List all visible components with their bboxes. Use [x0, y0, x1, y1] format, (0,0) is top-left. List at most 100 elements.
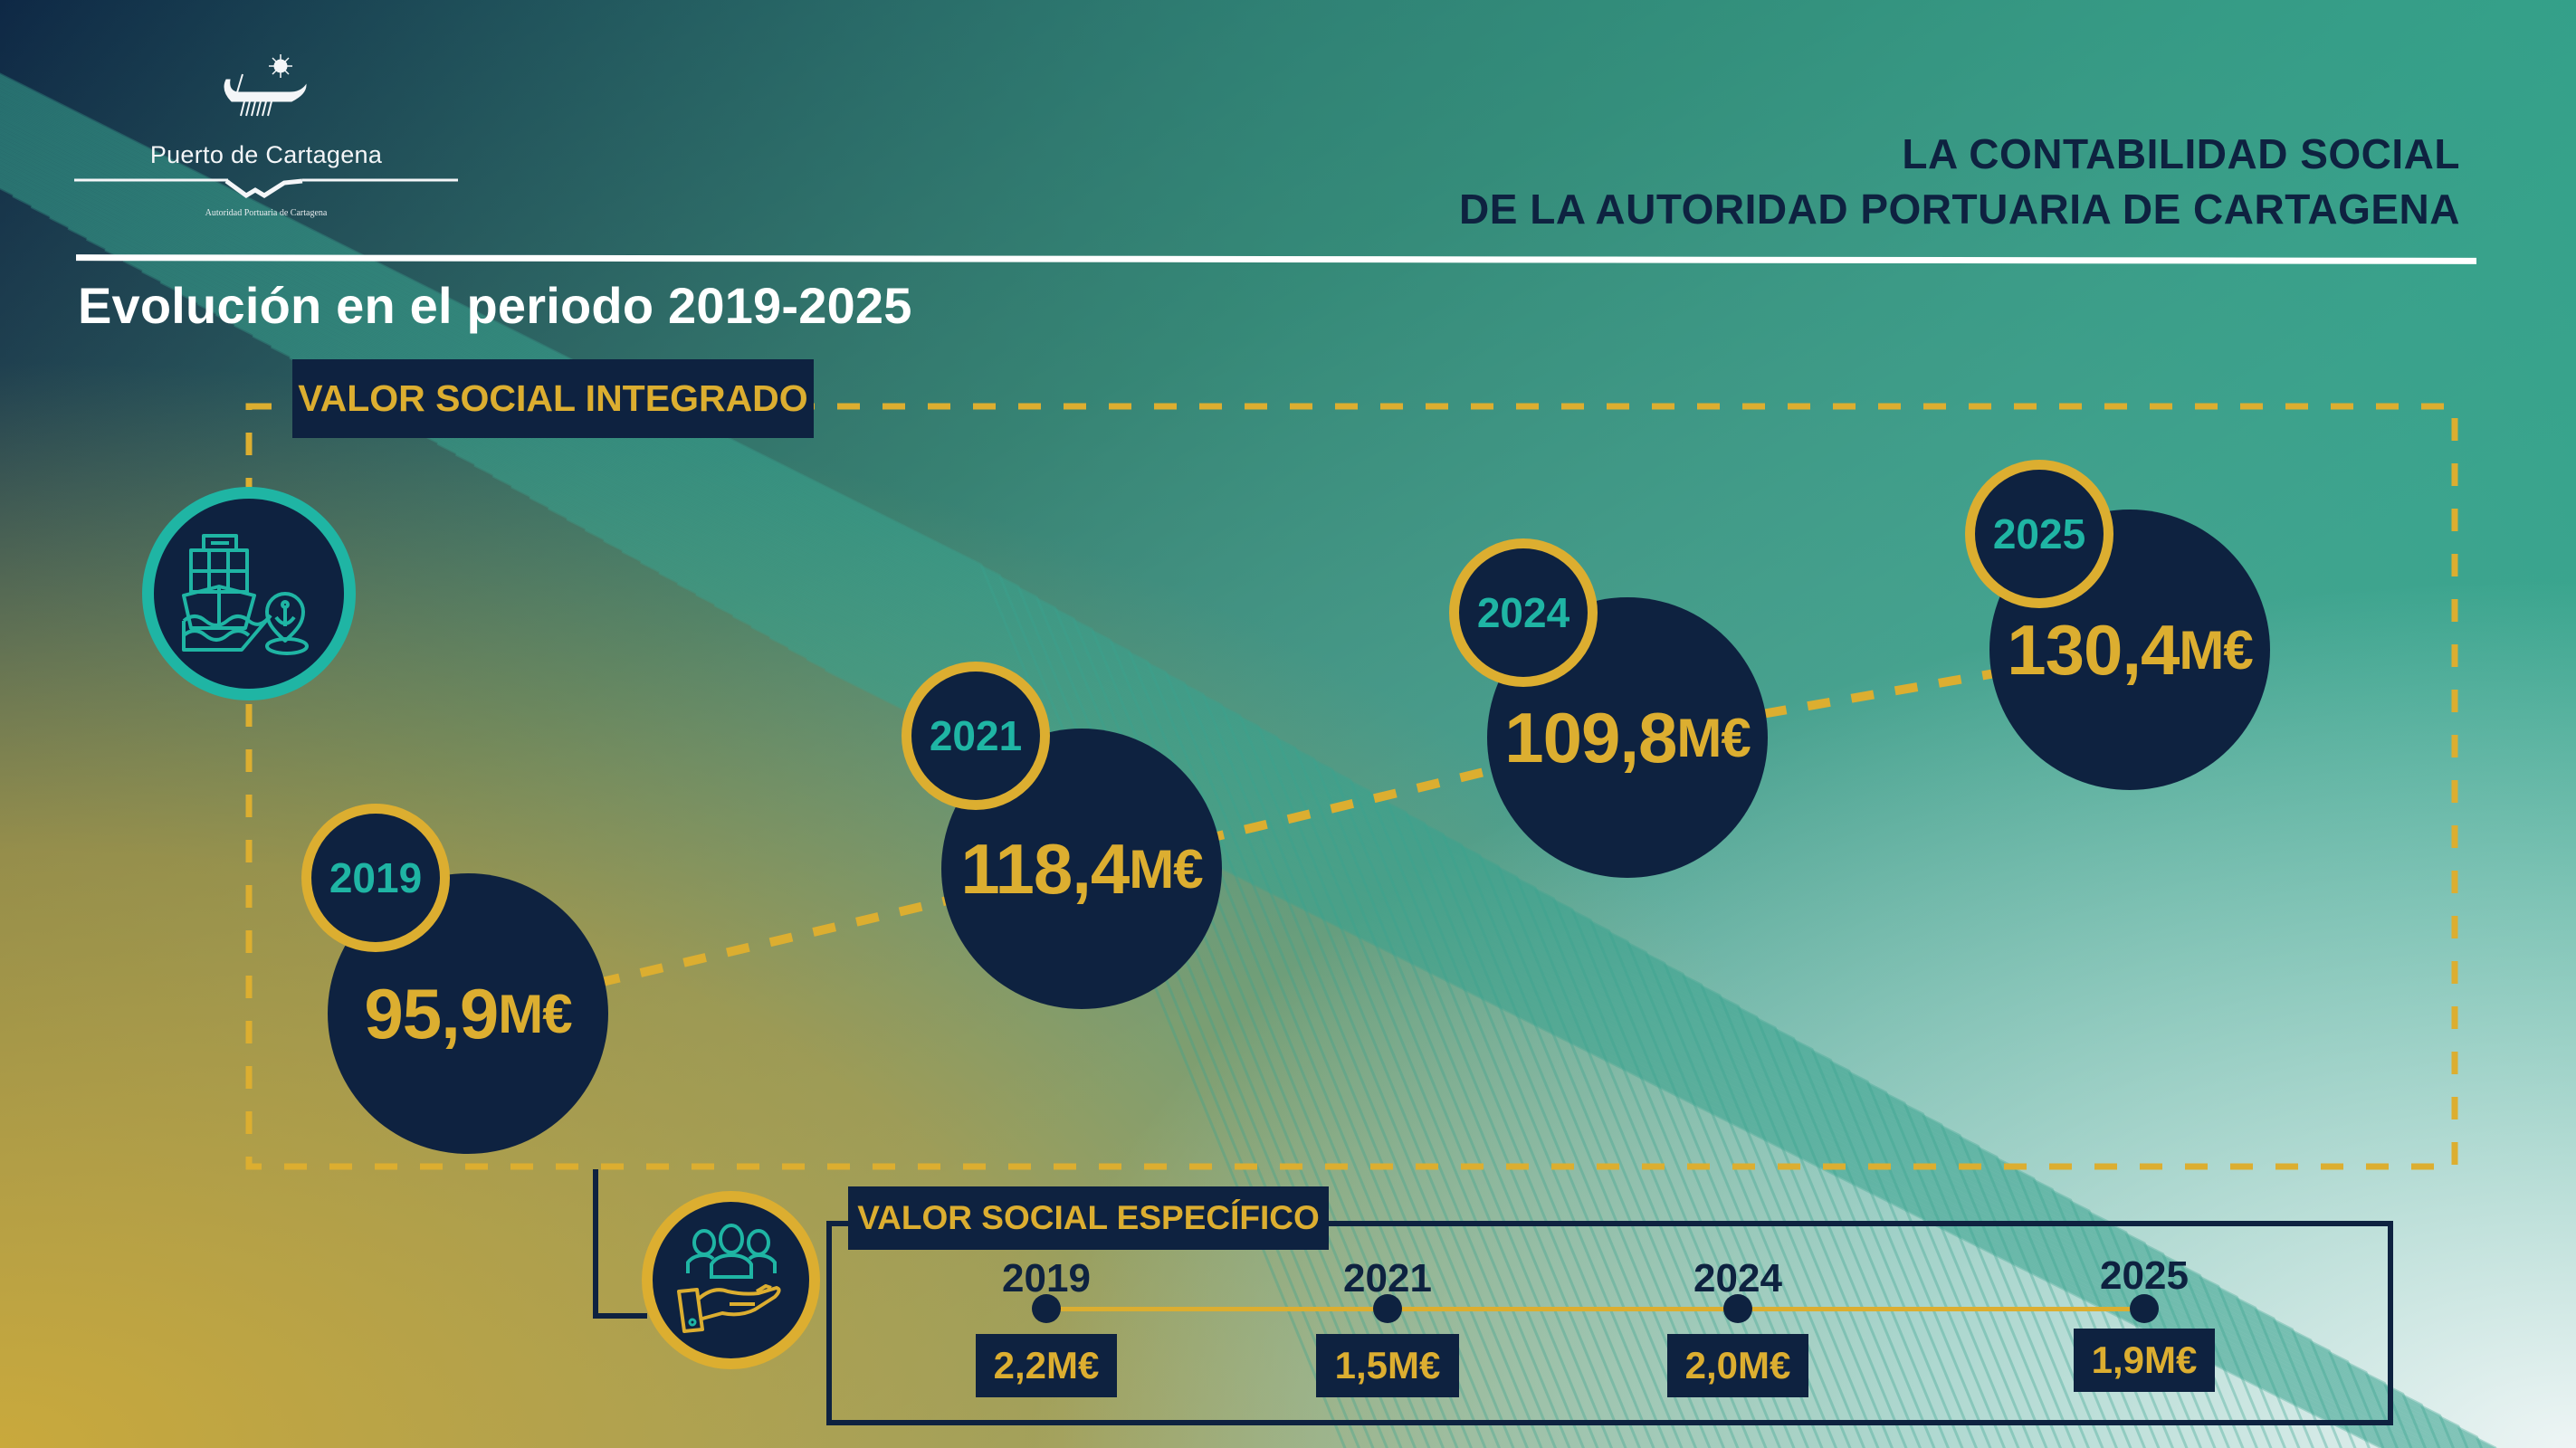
background-pattern-line — [695, 593, 2407, 1448]
background-pattern-line — [0, 110, 1684, 1448]
background-pattern-line — [0, 99, 1586, 1448]
background-pattern-line — [806, 657, 2389, 1448]
background-pattern-line — [491, 474, 2440, 1448]
especifico-timeline-dot — [1723, 1294, 1752, 1323]
especifico-label: VALOR SOCIAL ESPECÍFICO — [848, 1186, 1329, 1250]
background-pattern-line — [750, 625, 2398, 1448]
integrado-value: 95,9 — [364, 973, 499, 1053]
background-pattern-line — [547, 507, 2431, 1448]
logo-divider-icon — [74, 178, 458, 198]
background-pattern-line — [0, 95, 1558, 1448]
background-pattern-line — [639, 560, 2416, 1448]
background-pattern-line — [0, 145, 2007, 1448]
integrado-unit: M€ — [2179, 619, 2253, 681]
logo-name: Puerto de Cartagena — [149, 141, 383, 168]
background-pattern-line — [0, 115, 1740, 1448]
background-pattern-line — [0, 172, 2259, 1448]
background-pattern-line — [473, 463, 2444, 1448]
integrado-unit: M€ — [1129, 838, 1203, 900]
integrado-value: 109,8 — [1504, 697, 1677, 777]
ship-icon-badge — [142, 487, 356, 700]
background-pattern-line — [12, 195, 2399, 1448]
background-pattern-line — [0, 125, 1824, 1448]
header-title-line2: DE LA AUTORIDAD PORTUARIA DE CARTAGENA — [1459, 186, 2460, 233]
integrado-year-badge: 2021 — [902, 662, 1050, 810]
integrado-year-badge: 2019 — [301, 804, 450, 952]
people-hand-icon — [676, 1223, 781, 1333]
background-pattern-line — [0, 134, 1908, 1448]
integrado-dashed-border — [245, 403, 2458, 1170]
background-pattern-line — [0, 176, 2287, 1448]
logo-subtitle: Autoridad Portuaria de Cartagena — [205, 208, 328, 218]
background-pattern-line — [0, 103, 1627, 1448]
background-pattern-line — [824, 668, 2385, 1448]
background-pattern-line — [0, 136, 1922, 1448]
people-icon-badge — [642, 1191, 820, 1369]
background-pattern-line — [0, 90, 1502, 1448]
especifico-value: 2,0M€ — [1667, 1334, 1808, 1397]
background-pattern-line — [0, 141, 1979, 1448]
background-pattern-line — [731, 614, 2400, 1448]
background-pattern-line — [122, 259, 2484, 1448]
background-pattern-line — [0, 112, 1712, 1448]
background-pattern-line — [49, 215, 2428, 1448]
background-pattern-line — [0, 74, 1361, 1448]
background-pattern-line — [0, 86, 1474, 1448]
background-pattern-line — [0, 143, 1992, 1448]
background-pattern-line — [0, 114, 1726, 1448]
port-logo[interactable]: Puerto de Cartagena Autoridad Portuaria … — [74, 54, 458, 226]
background-pattern-line — [0, 130, 1880, 1448]
connector-line — [593, 1313, 647, 1319]
background-pattern-line — [0, 119, 1768, 1448]
especifico-panel — [826, 1221, 2393, 1425]
especifico-year: 2021 — [1343, 1256, 1432, 1300]
background-pattern-line — [0, 183, 2357, 1448]
section-title: Evolución en el periodo 2019-2025 — [78, 277, 912, 334]
especifico-year: 2019 — [1002, 1256, 1091, 1300]
background-pattern-line — [658, 571, 2413, 1448]
background-pattern-line — [603, 538, 2422, 1448]
background-pattern-line — [0, 140, 1964, 1448]
especifico-year: 2024 — [1693, 1256, 1782, 1300]
background-pattern-line — [0, 120, 1782, 1448]
integrado-value: 118,4 — [960, 828, 1130, 909]
background-pattern-line — [0, 176, 2301, 1448]
background-pattern-line — [0, 138, 1951, 1448]
background-pattern-line — [0, 146, 2020, 1448]
background-pattern-line — [67, 226, 2441, 1448]
especifico-timeline — [1046, 1307, 2144, 1311]
integrado-year-badge: 2024 — [1449, 538, 1598, 687]
background-pattern-line — [0, 123, 1810, 1448]
background-pattern-line — [0, 137, 1936, 1448]
integrado-unit: M€ — [498, 983, 572, 1044]
background-pattern-line — [0, 79, 1403, 1448]
integrado-label: VALOR SOCIAL INTEGRADO — [292, 359, 814, 438]
background-pattern-line — [0, 126, 1838, 1448]
background-pattern-line — [529, 496, 2435, 1448]
especifico-value: 2,2M€ — [976, 1334, 1117, 1397]
especifico-value: 1,5M€ — [1316, 1334, 1459, 1397]
background-pattern-line — [621, 549, 2419, 1448]
background-pattern-line — [584, 529, 2425, 1448]
background-pattern-line — [676, 582, 2409, 1448]
background-pattern-line — [0, 132, 1894, 1448]
background-pattern-line — [0, 100, 1599, 1448]
background-pattern-line — [0, 88, 1487, 1448]
background-pattern-line — [0, 117, 1754, 1448]
especifico-value: 1,9M€ — [2074, 1329, 2215, 1392]
background-pattern-line — [0, 72, 1347, 1448]
background-pattern-line — [0, 97, 1571, 1448]
integrado-year-badge: 2025 — [1965, 460, 2113, 608]
especifico-timeline-dot — [2130, 1294, 2159, 1323]
background-pattern-line — [768, 636, 2394, 1448]
background-pattern-line — [0, 105, 1642, 1448]
connector-line — [593, 1169, 598, 1319]
background-pattern-line — [0, 185, 2371, 1448]
background-pattern-line — [0, 83, 1445, 1448]
background-pattern-line — [787, 646, 2391, 1448]
